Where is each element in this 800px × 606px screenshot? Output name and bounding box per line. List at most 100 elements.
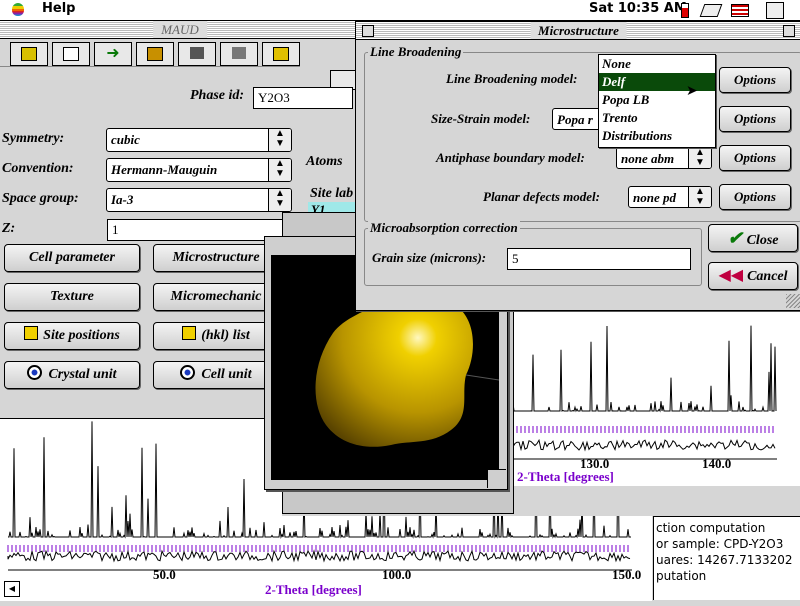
forward-icon[interactable]: ➜: [94, 42, 132, 66]
close-button[interactable]: ✔ Close: [708, 224, 798, 252]
cell-unit-button[interactable]: Cell unit: [153, 361, 279, 389]
target-icon: [180, 365, 196, 380]
line-broadening-dropdown[interactable]: None Delf Popa LB Trento Distributions: [598, 54, 716, 148]
residual-line: [508, 438, 776, 452]
symmetry-select[interactable]: cubic ▲ ▼: [106, 128, 292, 152]
application-menu-icon[interactable]: [766, 2, 784, 19]
microstructure-titlebar[interactable]: Microstructure: [356, 22, 800, 40]
dropdown-option-trento[interactable]: Trento: [602, 110, 638, 125]
grain-size-label: Grain size (microns):: [372, 250, 487, 265]
menu-help[interactable]: Help: [42, 1, 76, 16]
flag-icon[interactable]: [731, 4, 749, 17]
disk-icon[interactable]: [178, 42, 216, 66]
clock: Sat 10:35 AM: [589, 1, 687, 16]
log-line: putation: [656, 569, 707, 583]
space-group-select[interactable]: Ia-3 ▲ ▼: [106, 188, 292, 212]
battery-icon[interactable]: [681, 3, 689, 18]
antiphase-options-button[interactable]: Options: [719, 145, 791, 171]
site-positions-button[interactable]: Site positions: [4, 322, 140, 350]
crystal-unit-button[interactable]: Crystal unit: [4, 361, 140, 389]
grain-size-field[interactable]: 5: [507, 248, 691, 270]
menubar:  Help Sat 10:35 AM: [0, 0, 800, 21]
book-icon[interactable]: [136, 42, 174, 66]
close-label: Close: [746, 233, 779, 248]
line-broadening-group-label: Line Broadening: [368, 44, 464, 60]
size-strain-value: Popa r: [557, 112, 593, 127]
planar-options-button[interactable]: Options: [719, 184, 791, 210]
line-broadening-group: [364, 52, 800, 222]
antiphase-select[interactable]: none abm ▲ ▼: [616, 147, 712, 169]
right-plot-tick-130: 130.0: [580, 456, 610, 471]
texture-button[interactable]: Texture: [4, 283, 140, 311]
open-icon[interactable]: [10, 42, 48, 66]
convention-value: Hermann-Mauguin: [111, 162, 218, 177]
phase-id-field[interactable]: Y2O3: [253, 87, 353, 109]
symmetry-label: Symmetry:: [2, 131, 65, 146]
log-panel[interactable]: ction computation or sample: CPD-Y2O3 ua…: [653, 516, 800, 600]
space-group-value: Ia-3: [111, 192, 134, 207]
right-plot[interactable]: 130.0 140.0 2-Theta [degrees]: [505, 306, 800, 486]
close-box-icon[interactable]: [362, 25, 374, 37]
planar-select[interactable]: none pd ▲ ▼: [628, 186, 712, 208]
print-icon[interactable]: [220, 42, 258, 66]
updown-arrows-icon: ▲ ▼: [268, 159, 291, 181]
space-group-label: Space group:: [2, 191, 79, 206]
antiphase-label: Antiphase boundary model:: [436, 150, 585, 165]
phase-id-label: Phase id:: [190, 88, 245, 103]
disk-menu-icon[interactable]: [699, 4, 723, 17]
main-plot-svg: [7, 421, 632, 571]
planar-label: Planar defects model:: [483, 189, 600, 204]
doc-icon[interactable]: [262, 42, 300, 66]
micromechanics-button[interactable]: Micromechanic: [153, 283, 279, 311]
microstructure-title: Microstructure: [530, 22, 627, 39]
hkl-list-label: (hkl) list: [201, 328, 250, 343]
dropdown-option-none[interactable]: None: [602, 56, 631, 71]
cancel-button[interactable]: ◀◀ Cancel: [708, 262, 798, 290]
line-broadening-options-button[interactable]: Options: [719, 67, 791, 93]
main-window-titlebar[interactable]: MAUD: [0, 21, 360, 39]
main-window-title: MAUD: [153, 21, 207, 38]
dropdown-option-distributions[interactable]: Distributions: [602, 128, 673, 143]
atoms-label: Atoms: [306, 154, 343, 169]
resize-handle-icon[interactable]: [786, 294, 800, 308]
residual-line: [7, 549, 631, 563]
crystal-unit-label: Crystal unit: [48, 367, 117, 382]
dropdown-option-delf[interactable]: Delf: [599, 73, 715, 91]
apple-logo-icon[interactable]: [12, 3, 24, 16]
z-field[interactable]: 1: [107, 219, 287, 241]
zoom-box-icon[interactable]: [783, 25, 795, 37]
log-line: uares: 14267.7133202: [656, 553, 793, 567]
convention-select[interactable]: Hermann-Mauguin ▲ ▼: [106, 158, 292, 182]
phase-panel: [0, 66, 300, 417]
cell-parameter-button[interactable]: Cell parameter: [4, 244, 140, 272]
right-plot-xlabel: 2-Theta [degrees]: [517, 469, 614, 484]
checkmark-icon: ✔: [727, 228, 743, 248]
resize-handle-icon[interactable]: [487, 469, 506, 488]
right-plot-tick-140: 140.0: [702, 456, 732, 471]
main-plot-xlabel: 2-Theta [degrees]: [265, 582, 362, 597]
dropdown-option-popa-lb[interactable]: Popa LB: [602, 92, 650, 107]
microstructure-button[interactable]: Microstructure: [153, 244, 279, 272]
antiphase-value: none abm: [621, 151, 675, 166]
cancel-label: Cancel: [747, 269, 788, 284]
cell-unit-label: Cell unit: [201, 367, 252, 382]
updown-arrows-icon: ▲ ▼: [268, 129, 291, 151]
microabsorption-group-label: Microabsorption correction: [368, 220, 520, 236]
right-plot-svg: [508, 325, 777, 460]
microstructure-window: Microstructure Line Broadening Line Broa…: [355, 21, 800, 311]
updown-arrows-icon: ▲ ▼: [268, 189, 291, 211]
toolbar: ➜: [0, 40, 362, 90]
size-strain-options-button[interactable]: Options: [719, 106, 791, 132]
hkl-list-button[interactable]: (hkl) list: [153, 322, 279, 350]
mouse-cursor-icon: ➤: [686, 84, 698, 99]
symmetry-value: cubic: [111, 132, 140, 147]
updown-arrows-icon: ▲ ▼: [688, 187, 711, 207]
updown-arrows-icon: ▲ ▼: [688, 148, 711, 168]
log-line: or sample: CPD-Y2O3: [656, 537, 784, 551]
pattern-line: [509, 325, 777, 413]
scrollbar-left-arrow-icon[interactable]: ◀: [4, 581, 20, 597]
line-broadening-model-label: Line Broadening model:: [446, 71, 578, 86]
main-plot-tick-100: 100.0: [382, 567, 412, 582]
save-icon[interactable]: [52, 42, 90, 66]
back-arrow-icon: ◀◀: [718, 267, 744, 284]
